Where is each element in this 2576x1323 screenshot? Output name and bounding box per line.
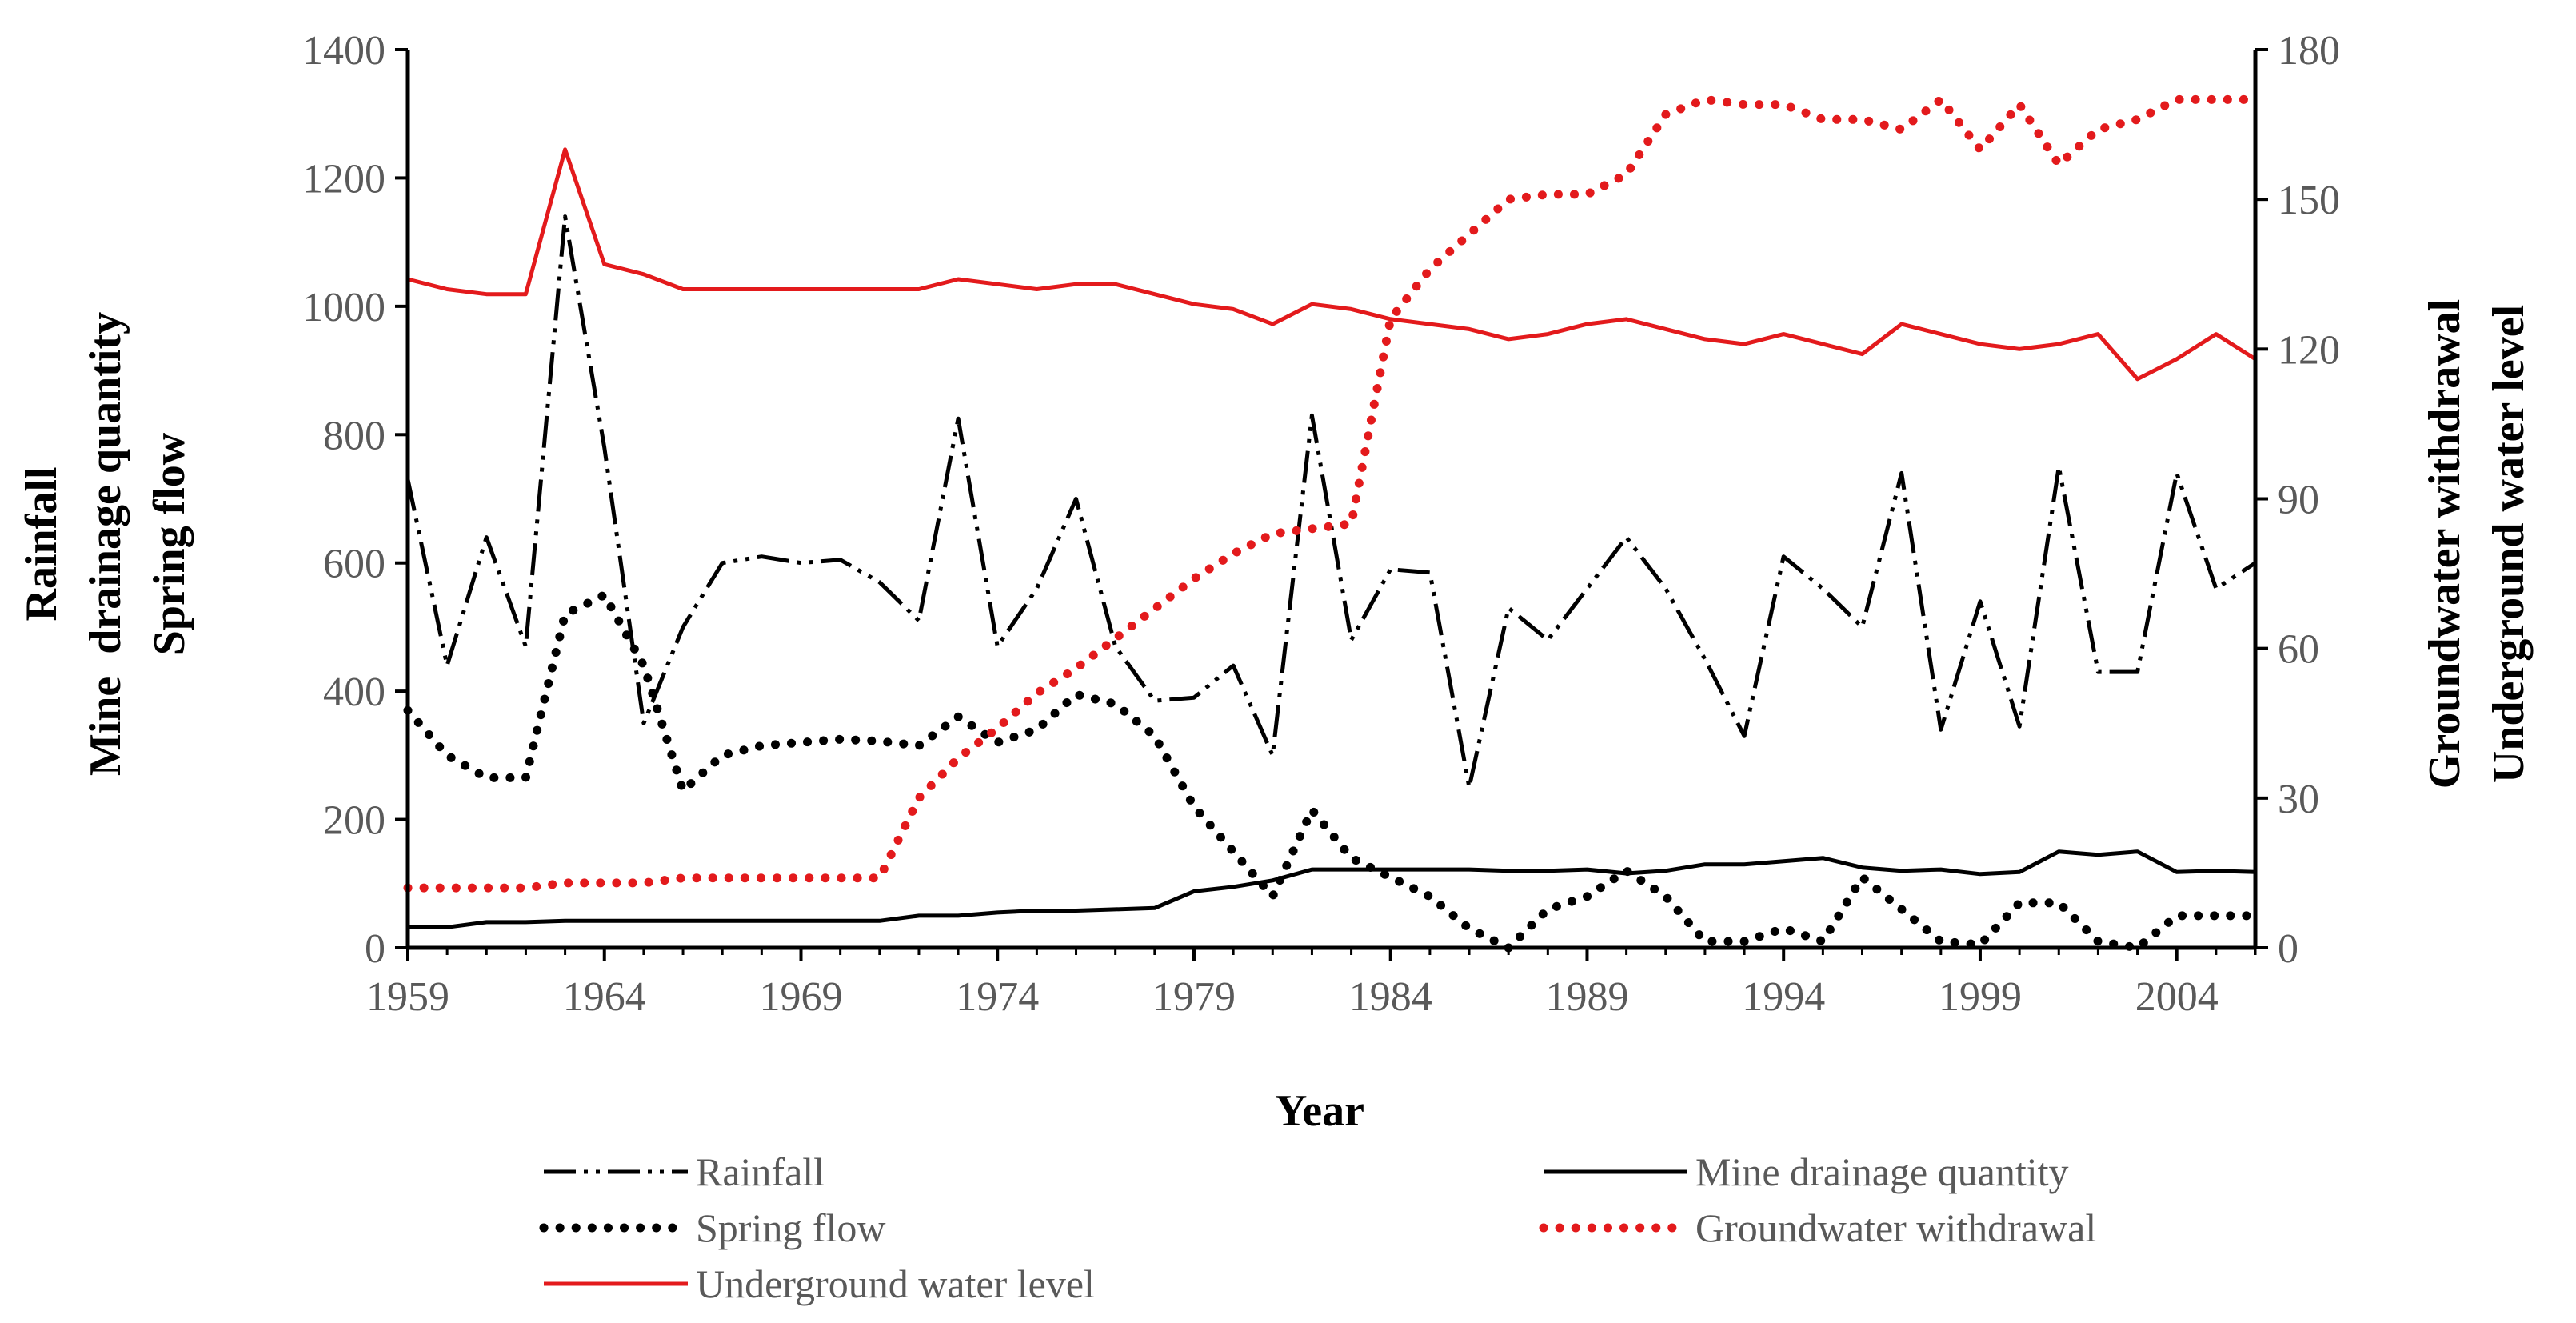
legend-label-underground-water-level: Underground water level — [696, 1261, 1095, 1306]
series-layer — [403, 94, 2260, 953]
right-axis-title-line-2: Underground water level — [2484, 305, 2534, 783]
legend-label-mine-drainage: Mine drainage quantity — [1695, 1149, 2069, 1194]
x-tick-label: 2004 — [2135, 974, 2219, 1020]
y-left-tick-label: 400 — [323, 669, 385, 715]
y-right-tick-label: 90 — [2278, 478, 2319, 523]
axes-layer: 0 200 400 600 800 1000 1200 1400 0 30 60 90 120 150 18… — [302, 28, 2340, 1020]
legend-label-rainfall: Rainfall — [696, 1149, 825, 1194]
y-right-tick-label: 180 — [2278, 28, 2340, 74]
x-tick-label: 1964 — [563, 974, 646, 1020]
x-tick-label: 1959 — [366, 974, 449, 1020]
y-left-tick-label: 1200 — [302, 156, 385, 202]
x-tick-label: 1989 — [1545, 974, 1628, 1020]
left-axis-title-line-1: Rainfall — [17, 467, 66, 622]
x-axis-title: Year — [1275, 1086, 1364, 1136]
legend-label-groundwater-withdrawal: Groundwater withdrawal — [1695, 1205, 2096, 1250]
x-tick-label: 1969 — [759, 974, 842, 1020]
y-left-tick-label: 800 — [323, 413, 385, 458]
y-left-tick-label: 1400 — [302, 28, 385, 74]
series-line-underground-water-level — [407, 147, 2257, 382]
y-left-tick-label: 0 — [365, 926, 385, 972]
left-axis-title: Rainfall Mine drainage quantity Spring f… — [17, 312, 194, 776]
x-tick-label: 1979 — [1152, 974, 1236, 1020]
x-tick-label: 1974 — [956, 974, 1039, 1020]
left-axis-title-line-2: Mine drainage quantity — [81, 312, 130, 776]
y-right-tick-label: 150 — [2278, 178, 2340, 223]
x-tick-label: 1984 — [1349, 974, 1432, 1020]
legend: Rainfall Mine drainage quantity Spring f… — [539, 1149, 2096, 1306]
y-right-tick-label: 60 — [2278, 627, 2319, 673]
y-left-tick-label: 1000 — [302, 285, 385, 330]
y-right-tick-label: 120 — [2278, 327, 2340, 373]
right-axis-title: Groundwater withdrawal Underground water… — [2420, 299, 2534, 789]
series-line-mine-drainage-quantity — [408, 849, 2256, 929]
legend-item-groundwater-withdrawal: Groundwater withdrawal — [1539, 1205, 2096, 1250]
series-line-groundwater-withdrawal — [403, 94, 2260, 893]
x-tick-label: 1994 — [1742, 974, 1825, 1020]
legend-item-underground-water-level: Underground water level — [544, 1261, 1095, 1306]
legend-item-mine-drainage: Mine drainage quantity — [1544, 1149, 2069, 1194]
left-axis-title-line-3: Spring flow — [145, 432, 194, 655]
y-right-tick-label: 30 — [2278, 777, 2319, 822]
y-left-tick-label: 200 — [323, 798, 385, 844]
y-left-tick-label: 600 — [323, 542, 385, 587]
legend-item-rainfall: Rainfall — [544, 1149, 825, 1194]
legend-label-spring-flow: Spring flow — [696, 1205, 886, 1250]
y-right-tick-label: 0 — [2278, 926, 2298, 972]
legend-item-spring-flow: Spring flow — [539, 1205, 886, 1250]
right-axis-title-line-1: Groundwater withdrawal — [2420, 299, 2470, 789]
plot-area: 0 200 400 600 800 1000 1200 1400 0 30 60 90 120 150 18… — [302, 28, 2340, 1020]
x-tick-label: 1999 — [1939, 974, 2022, 1020]
series-line-spring-flow — [403, 590, 2260, 953]
